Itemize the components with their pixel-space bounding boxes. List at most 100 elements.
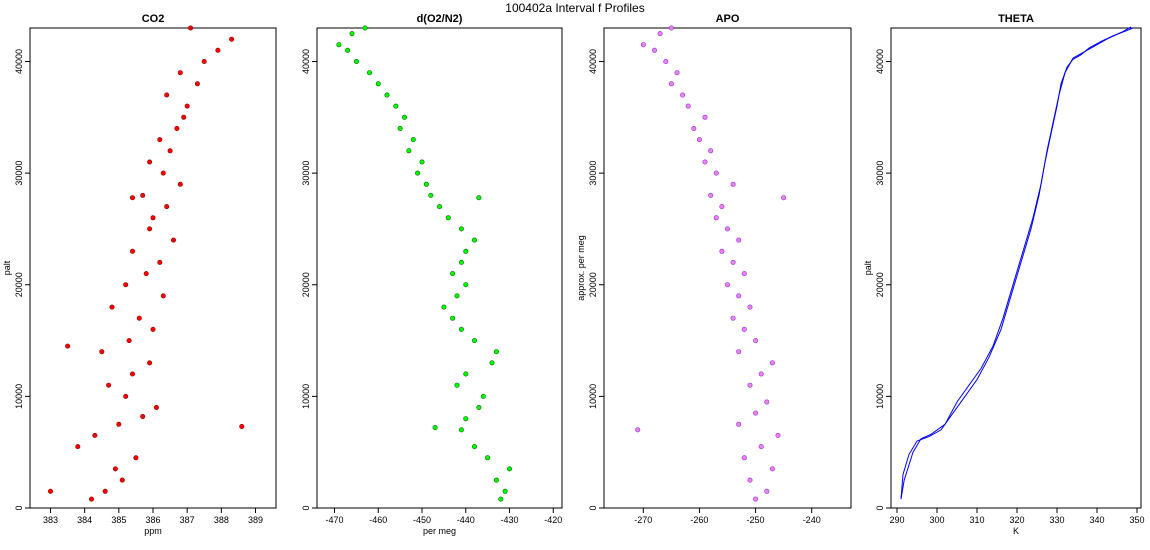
chart-1-data-point	[150, 326, 156, 332]
chart-2-data-point	[480, 393, 486, 399]
chart-1-data-point	[143, 271, 149, 277]
figure-title: 100402a Interval f Profiles	[505, 1, 645, 15]
chart-2-y-tick-label: 10000	[301, 384, 311, 409]
chart-1-data-point	[133, 455, 139, 461]
chart-3-data-point	[741, 271, 747, 277]
chart-2-data-point	[401, 114, 407, 120]
chart-1-x-tick-label: 386	[145, 515, 160, 525]
chart-3-x-tick-label: -250	[747, 515, 765, 525]
chart-4-x-tick-label: 300	[929, 515, 944, 525]
chart-1-x-label: ppm	[144, 526, 162, 536]
chart-1-data-point	[130, 248, 136, 254]
chart-3-data-point	[730, 181, 736, 187]
chart-3-data-point	[696, 137, 702, 143]
chart-2-data-point	[415, 170, 421, 176]
chart-4-y-tick-label: 30000	[875, 161, 885, 186]
chart-3-data-point	[753, 410, 759, 416]
chart-3-data-point	[702, 159, 708, 165]
chart-3-data-point	[713, 215, 719, 221]
chart-3-data-point	[651, 47, 657, 53]
chart-3-data-point	[741, 455, 747, 461]
chart-2-data-point	[445, 215, 451, 221]
chart-3-data-point	[764, 399, 770, 405]
chart-1-data-point	[177, 181, 183, 187]
chart-2-data-point	[366, 70, 372, 76]
chart-2-x-tick-label: -450	[413, 515, 431, 525]
chart-1-data-point	[47, 488, 53, 494]
chart-2-data-point	[471, 237, 477, 243]
chart-2-data-point	[463, 416, 469, 422]
chart-3-data-point	[741, 326, 747, 332]
chart-2-data-point	[458, 259, 464, 265]
chart-3-data-point	[736, 237, 742, 243]
chart-3-x-tick-label: -240	[803, 515, 821, 525]
chart-2-data-point	[458, 226, 464, 232]
chart-2-data-point	[423, 181, 429, 187]
chart-3-data-point	[668, 25, 674, 31]
chart-1-data-point	[106, 382, 112, 388]
chart-4-x-label: K	[1013, 526, 1019, 536]
chart-3-data-point	[736, 349, 742, 355]
chart-1-x-tick-label: 387	[180, 515, 195, 525]
chart-1-data-point	[109, 304, 115, 310]
chart-3-data-point	[680, 92, 686, 98]
chart-4-y-label: palt	[863, 260, 873, 275]
chart-1-data-point	[194, 81, 200, 87]
chart-4-x-tick-label: 310	[969, 515, 984, 525]
chart-3-data-point	[758, 371, 764, 377]
chart-1-data-point	[188, 25, 194, 31]
chart-2-data-point	[463, 371, 469, 377]
chart-4-y-tick-label: 20000	[875, 272, 885, 297]
chart-3-y-tick-label: 20000	[588, 272, 598, 297]
chart-2-data-point	[375, 81, 381, 87]
chart-1-data-point	[160, 170, 166, 176]
chart-4-frame	[890, 27, 1142, 509]
chart-3-y-tick-label: 40000	[588, 49, 598, 74]
chart-2-data-point	[471, 338, 477, 344]
chart-2-data-point	[502, 488, 508, 494]
chart-1-data-point	[136, 315, 142, 321]
chart-1-y-tick-label: 10000	[14, 384, 24, 409]
chart-3-frame	[603, 27, 852, 509]
chart-2-data-point	[498, 496, 504, 502]
chart-2-data-point	[393, 103, 399, 109]
chart-2-data-point	[436, 204, 442, 210]
chart-1-data-point	[150, 215, 156, 221]
chart-4-y-tick-label: 10000	[875, 384, 885, 409]
chart-4-y-tick-label: 40000	[875, 49, 885, 74]
chart-2-data-point	[463, 282, 469, 288]
chart-3-data-point	[753, 338, 759, 344]
chart-1-data-point	[99, 349, 105, 355]
chart-3-data-point	[764, 488, 770, 494]
chart-3-data-point	[747, 304, 753, 310]
chart-2-y-tick-label: 0	[301, 505, 311, 510]
chart-1-data-point	[89, 496, 95, 502]
chart-2-x-tick-label: -460	[369, 515, 387, 525]
chart-1-data-point	[201, 58, 207, 64]
chart-1-title: CO2	[142, 13, 165, 25]
chart-1-data-point	[229, 36, 235, 42]
chart-1-data-point	[174, 126, 180, 132]
chart-3-title: APO	[716, 13, 740, 25]
chart-3-data-point	[719, 204, 725, 210]
chart-3-y-tick-label: 30000	[588, 161, 598, 186]
chart-2-data-point	[345, 47, 351, 53]
chart-3-data-point	[724, 282, 730, 288]
chart-1-data-point	[164, 204, 170, 210]
chart-1-data-point	[147, 159, 153, 165]
chart-1-data-point	[160, 293, 166, 299]
chart-1-data-point	[65, 343, 71, 349]
chart-3-data-point	[730, 315, 736, 321]
chart-3-data-point	[719, 248, 725, 254]
chart-2-data-point	[353, 58, 359, 64]
chart-3-data-point	[708, 192, 714, 198]
chart-2-x-tick-label: -440	[457, 515, 475, 525]
chart-3-data-point	[769, 360, 775, 366]
chart-2-data-point	[458, 427, 464, 433]
chart-1-data-point	[167, 148, 173, 154]
chart-4-y-tick-label: 0	[875, 505, 885, 510]
chart-2-data-point	[485, 455, 491, 461]
chart-1-data-point	[215, 47, 221, 53]
chart-2-data-point	[397, 126, 403, 132]
chart-1-x-tick-label: 384	[77, 515, 92, 525]
